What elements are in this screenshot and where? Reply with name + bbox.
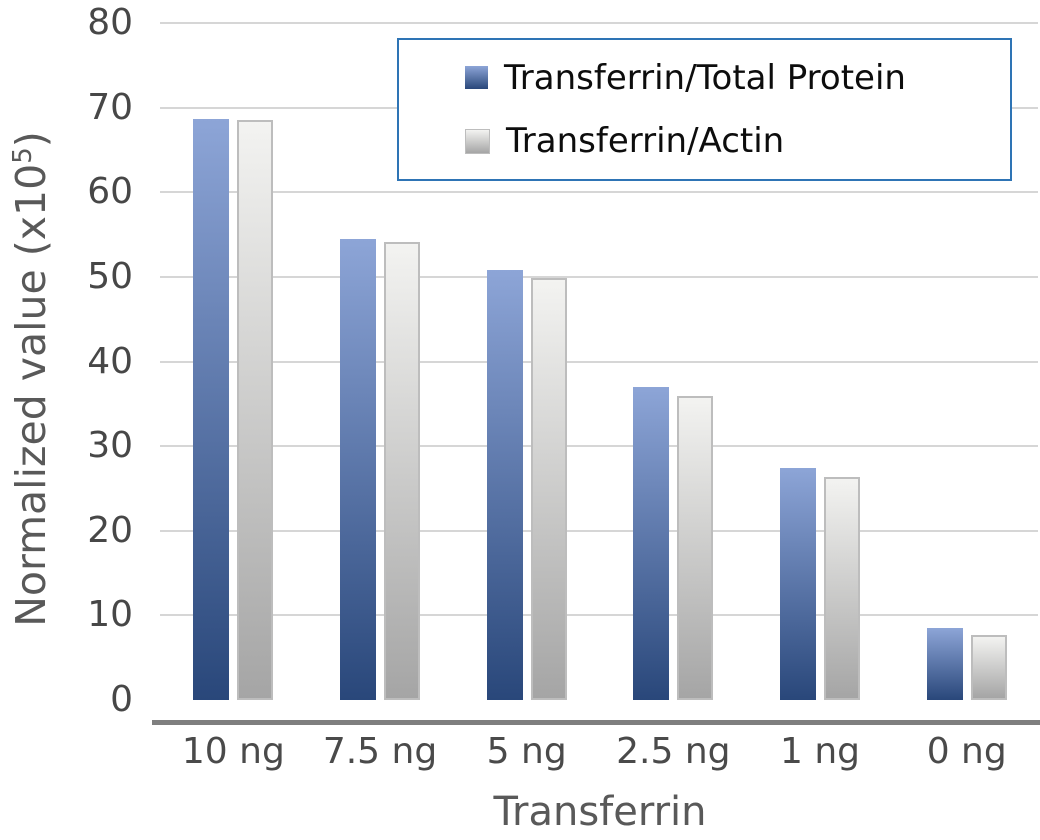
gridline-30 xyxy=(160,445,1038,448)
legend-item-total-protein: Transferrin/Total Protein xyxy=(465,58,1010,98)
x-tick-label-0-ng: 0 ng xyxy=(926,731,1007,772)
legend-marker-blue-icon xyxy=(465,66,488,90)
category-slot-2.5-ng xyxy=(600,23,747,700)
y-tick-label-40: 40 xyxy=(87,340,133,382)
y-tick-label-80: 80 xyxy=(87,2,133,43)
gridline-10 xyxy=(160,614,1038,617)
x-tick-label-7.5-ng: 7.5 ng xyxy=(322,731,438,772)
gridline-60 xyxy=(160,191,1038,194)
x-axis-line xyxy=(152,720,1040,725)
legend: Transferrin/Total Protein Transferrin/Ac… xyxy=(397,38,1012,181)
bar-total-protein-5-ng xyxy=(486,270,523,700)
bar-total-protein-7.5-ng xyxy=(340,238,376,700)
x-tick-label-10-ng: 10 ng xyxy=(181,731,285,772)
y-tick-label-50: 50 xyxy=(87,255,133,297)
category-slot-10-ng xyxy=(160,23,307,700)
x-axis-title: Transferrin xyxy=(493,789,707,835)
legend-item-actin: Transferrin/Actin xyxy=(465,121,1010,161)
bars xyxy=(160,23,1040,700)
category-slot-1-ng xyxy=(747,23,894,700)
bar-total-protein-1-ng xyxy=(780,468,817,700)
gridline-40 xyxy=(160,360,1038,363)
x-tick-label-2.5-ng: 2.5 ng xyxy=(616,731,731,772)
plot-area xyxy=(152,22,1040,725)
y-tick-label-0: 0 xyxy=(110,679,133,720)
bar-actin-1-ng xyxy=(824,476,861,700)
y-tick-label-70: 70 xyxy=(87,86,133,128)
legend-label: Transferrin/Actin xyxy=(506,121,785,162)
bar-total-protein-0-ng xyxy=(926,628,963,700)
y-tick-label-10: 10 xyxy=(87,594,133,636)
x-tick-label-5-ng: 5 ng xyxy=(486,731,567,772)
bar-total-protein-10-ng xyxy=(193,119,230,700)
bar-actin-0-ng xyxy=(970,634,1007,700)
gridline-20 xyxy=(160,529,1038,532)
bar-actin-2.5-ng xyxy=(677,396,714,700)
bar-actin-5-ng xyxy=(530,277,567,700)
bar-actin-10-ng xyxy=(237,120,274,700)
y-axis-ticks: 0 10 20 30 40 50 60 70 80 xyxy=(0,2,133,720)
category-slot-7.5-ng xyxy=(307,23,454,700)
legend-marker-gray-icon xyxy=(465,128,490,154)
y-tick-label-20: 20 xyxy=(87,509,133,551)
category-slot-0-ng xyxy=(893,23,1040,700)
x-tick-label-1-ng: 1 ng xyxy=(780,731,861,772)
gridline-50 xyxy=(160,275,1038,278)
bar-total-protein-2.5-ng xyxy=(633,386,670,700)
y-tick-label-30: 30 xyxy=(87,425,133,467)
category-slot-5-ng xyxy=(453,23,600,700)
gridline-80 xyxy=(160,22,1038,24)
legend-label: Transferrin/Total Protein xyxy=(504,57,906,98)
bar-actin-7.5-ng xyxy=(384,242,420,700)
x-axis-labels: 10 ng 7.5 ng 5 ng 2.5 ng 1 ng 0 ng xyxy=(160,731,1040,772)
y-tick-label-60: 60 xyxy=(87,171,133,213)
